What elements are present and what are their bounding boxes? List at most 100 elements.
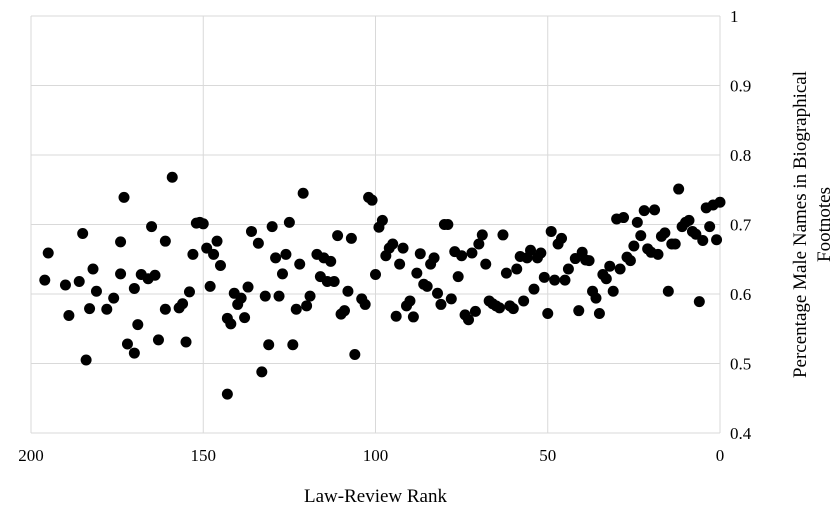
data-point bbox=[669, 238, 681, 250]
data-point bbox=[239, 312, 251, 324]
data-point bbox=[607, 285, 619, 297]
data-point bbox=[538, 271, 550, 283]
data-point bbox=[263, 339, 275, 351]
data-point bbox=[146, 221, 158, 233]
y-axis-title-line-1: Percentage Male Names in Biographical bbox=[790, 71, 811, 378]
data-point bbox=[325, 255, 337, 267]
data-point bbox=[84, 303, 96, 315]
data-point bbox=[115, 236, 127, 248]
data-point bbox=[204, 280, 216, 292]
data-point bbox=[297, 187, 309, 199]
data-point bbox=[635, 230, 647, 242]
data-point bbox=[121, 338, 133, 350]
data-point bbox=[266, 221, 278, 233]
y-tick-label: 0.9 bbox=[730, 77, 751, 96]
data-point bbox=[280, 248, 292, 260]
data-point bbox=[177, 298, 189, 310]
data-point bbox=[270, 252, 282, 264]
x-tick-label: 50 bbox=[539, 446, 556, 465]
data-point bbox=[283, 216, 295, 228]
data-point bbox=[428, 252, 440, 264]
data-point bbox=[683, 214, 695, 226]
data-point bbox=[442, 219, 454, 230]
data-point bbox=[349, 348, 361, 360]
data-point bbox=[149, 269, 161, 281]
data-point bbox=[407, 311, 419, 323]
data-point bbox=[652, 248, 664, 260]
data-point bbox=[208, 248, 220, 260]
data-point bbox=[183, 286, 195, 298]
data-point bbox=[108, 292, 120, 304]
data-point bbox=[507, 303, 519, 315]
data-point bbox=[556, 232, 568, 244]
y-tick-label: 0.8 bbox=[730, 146, 751, 165]
data-point bbox=[628, 240, 640, 252]
data-point bbox=[452, 271, 464, 283]
data-point bbox=[593, 307, 605, 319]
data-point bbox=[559, 274, 571, 286]
data-point bbox=[469, 305, 481, 317]
data-point bbox=[659, 227, 671, 239]
data-point bbox=[259, 290, 271, 302]
data-point bbox=[525, 244, 537, 256]
data-point bbox=[693, 296, 705, 308]
data-point bbox=[115, 268, 127, 280]
data-point bbox=[466, 247, 478, 259]
data-point bbox=[590, 292, 602, 304]
data-point bbox=[528, 283, 540, 295]
data-point bbox=[476, 229, 488, 241]
y-tick-label: 0.6 bbox=[730, 285, 751, 304]
data-point bbox=[221, 388, 233, 400]
y-tick-labels: 0.4 0.5 0.6 0.7 0.8 0.9 1 bbox=[730, 7, 752, 443]
data-point bbox=[101, 303, 113, 315]
data-point bbox=[473, 238, 485, 250]
data-point bbox=[463, 314, 475, 326]
data-point bbox=[445, 293, 457, 305]
data-point bbox=[638, 205, 650, 217]
data-point bbox=[39, 274, 51, 286]
data-point bbox=[542, 307, 554, 319]
data-point bbox=[235, 292, 247, 304]
data-point bbox=[342, 285, 354, 297]
data-point bbox=[435, 298, 447, 310]
data-point bbox=[624, 255, 636, 267]
data-point bbox=[545, 225, 557, 237]
x-tick-label: 100 bbox=[363, 446, 389, 465]
data-point bbox=[562, 263, 574, 275]
data-point bbox=[132, 319, 144, 331]
y-tick-label: 0.4 bbox=[730, 424, 752, 443]
data-point bbox=[535, 247, 547, 259]
axes bbox=[31, 16, 721, 434]
data-point bbox=[697, 234, 709, 246]
data-point bbox=[159, 303, 171, 315]
data-point bbox=[77, 228, 89, 240]
data-point bbox=[211, 235, 223, 247]
data-point bbox=[87, 263, 99, 275]
data-point bbox=[711, 234, 723, 246]
data-point bbox=[338, 305, 350, 317]
data-point bbox=[480, 258, 492, 270]
data-point bbox=[197, 218, 209, 230]
data-point bbox=[166, 171, 178, 183]
data-point bbox=[73, 275, 85, 287]
data-point bbox=[649, 204, 661, 216]
data-point bbox=[225, 318, 237, 330]
data-point bbox=[600, 273, 612, 285]
data-point bbox=[304, 290, 316, 302]
data-point bbox=[256, 366, 268, 378]
data-point bbox=[370, 269, 381, 281]
y-tick-label: 1 bbox=[730, 7, 739, 26]
data-point bbox=[128, 347, 140, 359]
data-point bbox=[456, 250, 468, 262]
data-point bbox=[394, 258, 406, 270]
data-point bbox=[411, 267, 423, 279]
data-point bbox=[404, 295, 416, 307]
x-tick-label: 0 bbox=[716, 446, 725, 465]
data-point bbox=[673, 183, 685, 195]
data-point bbox=[397, 242, 409, 254]
x-tick-label: 200 bbox=[18, 446, 44, 465]
data-point bbox=[128, 282, 140, 294]
data-point bbox=[631, 216, 643, 228]
data-point bbox=[214, 260, 226, 272]
